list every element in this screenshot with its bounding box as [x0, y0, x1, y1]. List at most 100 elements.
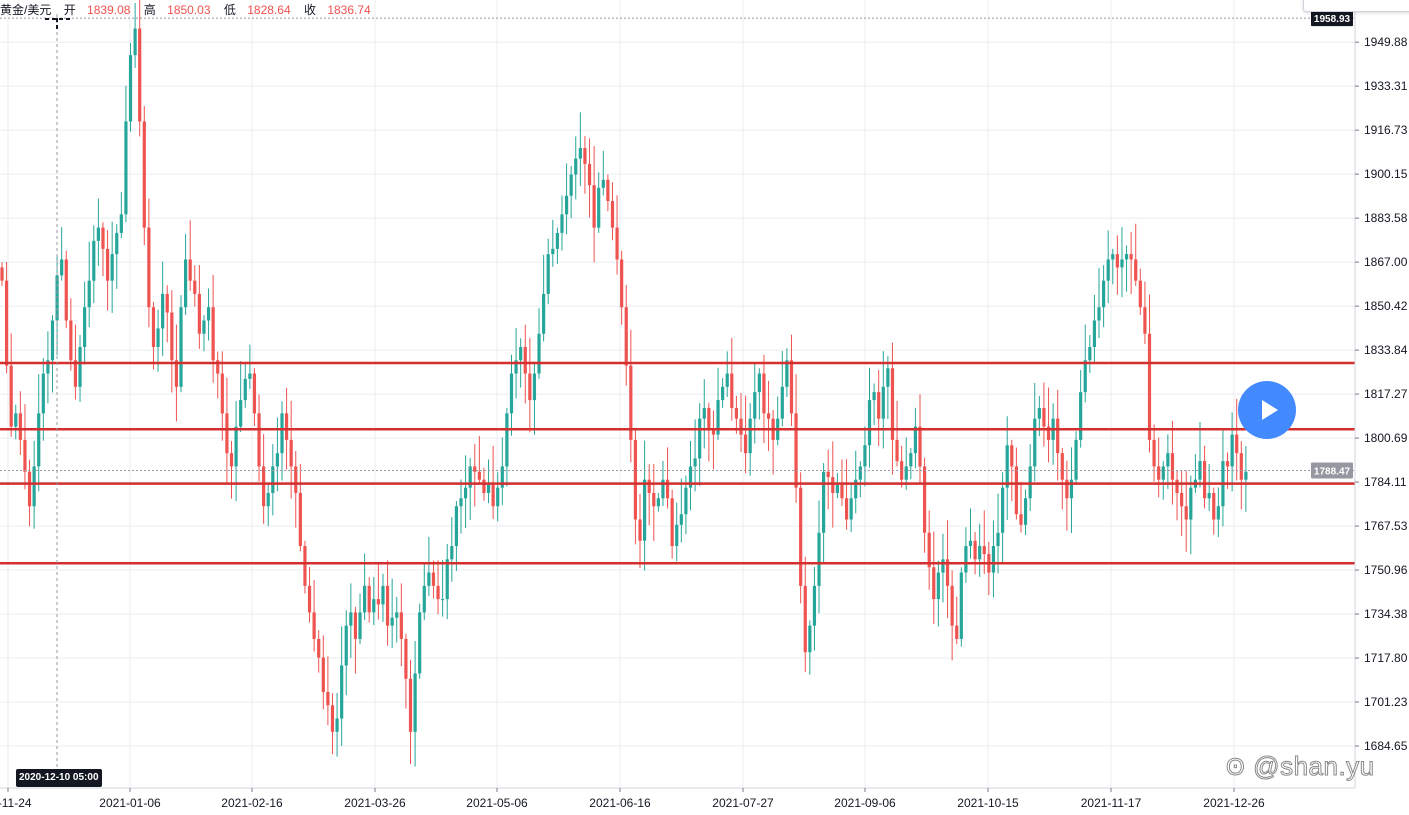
candle-body: [927, 532, 931, 568]
candle-body: [64, 259, 68, 321]
candle-body: [1106, 259, 1110, 281]
price-tick-label: 1916.73: [1364, 123, 1408, 137]
time-axis: 20-11-24 2021-01-06 2021-02-16 2021-03-26 20…: [0, 787, 1355, 810]
candle-body: [996, 532, 1000, 547]
candle-body: [441, 599, 445, 601]
candle-body: [913, 426, 918, 454]
crosshair-time-label: 2020-12-10 05:00: [16, 769, 102, 787]
candle-body: [624, 307, 628, 366]
time-tick-label: 2021-06-16: [589, 796, 651, 810]
candle-body: [886, 368, 890, 387]
toolbar-corner-box[interactable]: [1303, 0, 1409, 12]
candle-body: [1014, 466, 1018, 515]
candle-body: [220, 373, 224, 414]
candle-body: [326, 691, 330, 706]
candle-body: [147, 227, 151, 308]
candle-body: [803, 585, 807, 653]
candle-body: [968, 540, 973, 547]
high-label: 高: [143, 3, 156, 17]
candle-body: [179, 307, 183, 387]
candle-body: [867, 400, 872, 446]
last-price-label-bg: [1311, 462, 1353, 479]
candle-body: [463, 487, 468, 499]
watermark: ʘ @shan.yu: [1225, 751, 1374, 782]
candle-body: [1033, 418, 1037, 467]
candle-body: [358, 612, 362, 639]
price-tick-label: 1734.38: [1364, 607, 1408, 621]
candle-body: [110, 254, 114, 281]
candle-body: [1056, 418, 1060, 454]
time-tick-label: 2021-02-16: [221, 796, 283, 810]
candle-body: [941, 559, 945, 573]
candle-body: [711, 429, 716, 435]
candle-body: [794, 413, 798, 488]
candle-body: [427, 572, 431, 586]
candle-body: [1152, 439, 1156, 467]
candle-body: [863, 445, 867, 467]
candle-body: [69, 320, 73, 361]
last-price-label: 1788.47: [1314, 466, 1351, 477]
candle-body: [395, 612, 399, 618]
candle-body: [707, 408, 711, 430]
candle-body: [335, 718, 339, 732]
candle-body: [955, 625, 959, 639]
candle-body: [514, 360, 518, 374]
candle-body: [170, 312, 174, 361]
candle-body: [766, 413, 771, 419]
candle-body: [546, 254, 550, 294]
candle-body: [482, 479, 486, 493]
candle-body: [872, 392, 876, 401]
candle-body: [509, 373, 514, 414]
candle-body: [1244, 471, 1248, 480]
candle-body: [404, 638, 408, 679]
candle-body: [128, 55, 133, 122]
candle-body: [459, 498, 463, 507]
open-label: 开: [63, 3, 76, 17]
candle-body: [555, 232, 559, 249]
candle-body: [1170, 453, 1175, 480]
price-tick-label: 1883.58: [1364, 211, 1408, 225]
candle-body: [629, 365, 633, 440]
symbol-name[interactable]: 黄金/美元: [0, 3, 52, 17]
candle-body: [138, 28, 142, 122]
candle-body: [294, 466, 298, 493]
candle-body: [739, 418, 743, 435]
candle-body: [964, 546, 968, 573]
candle-body: [248, 373, 252, 379]
price-tick-label: 1867.00: [1364, 255, 1408, 269]
candle-body: [789, 360, 794, 414]
candle-body: [1079, 392, 1083, 440]
candle-body: [344, 625, 348, 666]
candle-body: [1235, 434, 1239, 454]
candle-body: [1157, 466, 1161, 480]
candle-body: [1028, 466, 1032, 499]
play-button[interactable]: [1238, 381, 1296, 439]
candle-body: [0, 267, 4, 281]
candle-body: [1175, 479, 1179, 493]
crosshair: [0, 14, 1355, 768]
candle-body: [353, 612, 358, 639]
ohlc-legend: 黄金/美元 开 1839.08 高 1850.03 低 1828.64 收 18…: [0, 2, 381, 18]
candle-body: [372, 599, 376, 613]
candle-body: [124, 121, 128, 215]
candle-body: [693, 458, 697, 467]
candle-body: [216, 360, 220, 374]
candle-body: [1010, 445, 1014, 467]
candle-body: [289, 439, 293, 467]
candle-body: [528, 373, 532, 401]
candle-body: [18, 413, 22, 440]
candle-body: [252, 373, 257, 414]
candle-body: [78, 347, 82, 387]
candle-body: [37, 413, 41, 467]
candle-body: [762, 373, 766, 414]
candle-body: [349, 612, 353, 626]
candle-body: [840, 485, 844, 499]
candle-body: [1092, 320, 1097, 348]
candle-body: [206, 307, 211, 321]
candle-body: [229, 453, 234, 467]
time-tick-label: 2021-11-17: [1081, 796, 1142, 810]
price-tick-label: 1701.23: [1364, 695, 1408, 709]
candle-body: [721, 386, 725, 401]
candle-body: [734, 408, 738, 419]
